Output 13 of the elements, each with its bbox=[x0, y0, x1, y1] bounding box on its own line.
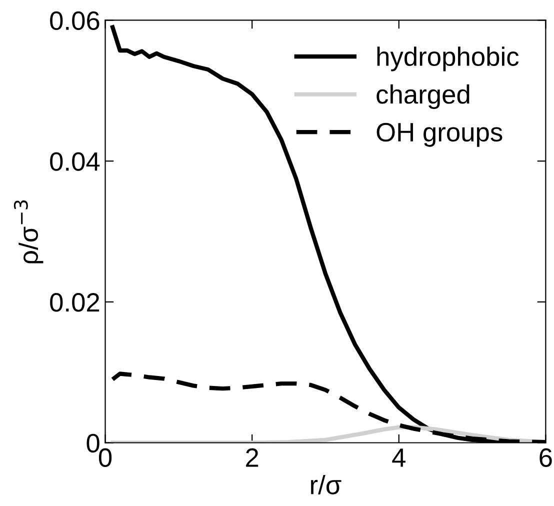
x-tick-label: 0 bbox=[98, 448, 112, 467]
y-tick-label: 0.02 bbox=[50, 293, 100, 312]
legend-label: charged bbox=[376, 84, 470, 110]
x-tick-label: 2 bbox=[246, 448, 258, 467]
y-tick-label: 0.06 bbox=[50, 11, 100, 30]
legend-label: hydrophobic bbox=[377, 46, 519, 72]
y-tick-label: 0 bbox=[86, 434, 100, 453]
y-tick-label: 0.04 bbox=[50, 152, 100, 171]
x-tick-label: 6 bbox=[540, 448, 552, 467]
x-axis-title: r/σ bbox=[311, 474, 342, 494]
legend-label: OH groups bbox=[376, 122, 502, 147]
y-axis-title: ρ/σ$^{−3}$ bbox=[14, 200, 44, 264]
x-tick-label: 4 bbox=[392, 448, 406, 467]
